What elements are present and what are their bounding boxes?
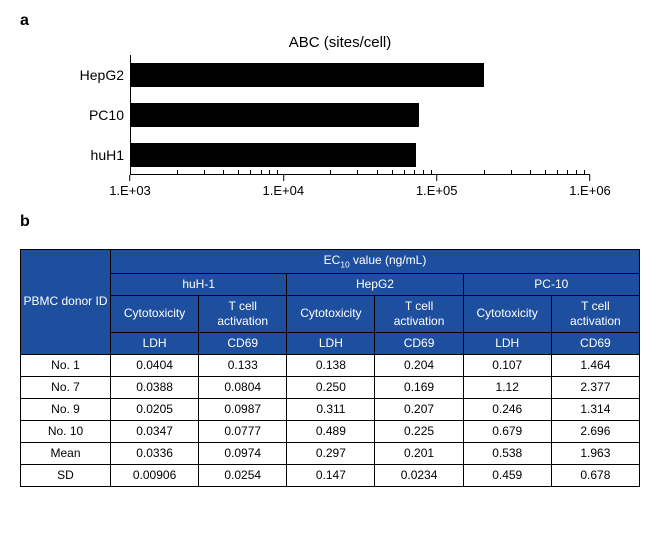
table-cell: 0.201 bbox=[375, 442, 463, 464]
table-cell: 0.246 bbox=[463, 398, 551, 420]
table-cell: 1.464 bbox=[551, 354, 639, 376]
table-row: No. 100.03470.07770.4890.2250.6792.696 bbox=[21, 420, 640, 442]
table-cell: 0.107 bbox=[463, 354, 551, 376]
table-row: Mean0.03360.09740.2970.2010.5381.963 bbox=[21, 442, 640, 464]
chart-plot-area bbox=[130, 55, 590, 175]
col-header-marker: CD69 bbox=[551, 332, 639, 354]
table-cell: 2.696 bbox=[551, 420, 639, 442]
table-cell: 0.207 bbox=[375, 398, 463, 420]
chart-y-label: huH1 bbox=[91, 147, 124, 163]
table-cell: 0.0205 bbox=[111, 398, 199, 420]
panel-a-label: a bbox=[20, 12, 648, 30]
table-cell: 0.147 bbox=[287, 464, 375, 486]
col-header-assay: T cellactivation bbox=[375, 295, 463, 332]
table-cell: 0.0974 bbox=[199, 442, 287, 464]
table-cell: 0.311 bbox=[287, 398, 375, 420]
row-header: Mean bbox=[21, 442, 111, 464]
col-header-marker: LDH bbox=[111, 332, 199, 354]
chart-bar bbox=[131, 63, 484, 87]
table-cell: 0.133 bbox=[199, 354, 287, 376]
table-cell: 0.459 bbox=[463, 464, 551, 486]
col-header-marker: CD69 bbox=[375, 332, 463, 354]
col-header-assay: T cellactivation bbox=[551, 295, 639, 332]
row-header: No. 9 bbox=[21, 398, 111, 420]
table-cell: 0.0336 bbox=[111, 442, 199, 464]
table-cell: 0.204 bbox=[375, 354, 463, 376]
table-cell: 0.679 bbox=[463, 420, 551, 442]
col-header-marker: LDH bbox=[287, 332, 375, 354]
col-header-marker: CD69 bbox=[199, 332, 287, 354]
table-cell: 0.0234 bbox=[375, 464, 463, 486]
table-cell: 0.0987 bbox=[199, 398, 287, 420]
row-header: No. 10 bbox=[21, 420, 111, 442]
table-cell: 0.0254 bbox=[199, 464, 287, 486]
table-cell: 1.963 bbox=[551, 442, 639, 464]
table-row: SD0.009060.02540.1470.02340.4590.678 bbox=[21, 464, 640, 486]
abc-chart: ABC (sites/cell) HepG2 PC10 huH1 1.E+03 1.E… bbox=[60, 34, 620, 203]
table-cell: 1.12 bbox=[463, 376, 551, 398]
table-row: No. 70.03880.08040.2500.1691.122.377 bbox=[21, 376, 640, 398]
table-cell: 0.0347 bbox=[111, 420, 199, 442]
col-header-marker: LDH bbox=[463, 332, 551, 354]
row-header: No. 7 bbox=[21, 376, 111, 398]
chart-x-tick: 1.E+03 bbox=[109, 175, 151, 198]
chart-title: ABC (sites/cell) bbox=[60, 34, 620, 51]
table-cell: 0.678 bbox=[551, 464, 639, 486]
chart-y-label: PC10 bbox=[89, 107, 124, 123]
table-cell: 0.297 bbox=[287, 442, 375, 464]
chart-y-label: HepG2 bbox=[80, 67, 124, 83]
ec10-table: PBMC donor IDEC10 value (ng/mL)huH-1HepG… bbox=[20, 249, 640, 487]
col-header-donor-id: PBMC donor ID bbox=[21, 250, 111, 355]
col-header-assay: Cytotoxicity bbox=[463, 295, 551, 332]
chart-y-labels: HepG2 PC10 huH1 bbox=[60, 55, 130, 175]
table-cell: 0.169 bbox=[375, 376, 463, 398]
col-header-assay: Cytotoxicity bbox=[287, 295, 375, 332]
table-cell: 0.250 bbox=[287, 376, 375, 398]
chart-bar bbox=[131, 143, 416, 167]
table-cell: 0.489 bbox=[287, 420, 375, 442]
table-row: No. 90.02050.09870.3110.2070.2461.314 bbox=[21, 398, 640, 420]
row-header: No. 1 bbox=[21, 354, 111, 376]
table-cell: 0.00906 bbox=[111, 464, 199, 486]
table-cell: 0.0404 bbox=[111, 354, 199, 376]
chart-x-tick: 1.E+05 bbox=[416, 175, 458, 198]
chart-x-tick: 1.E+04 bbox=[263, 175, 305, 198]
table-cell: 0.538 bbox=[463, 442, 551, 464]
col-header-ec10: EC10 value (ng/mL) bbox=[111, 250, 640, 274]
table-cell: 0.0804 bbox=[199, 376, 287, 398]
col-header-cell-line: PC-10 bbox=[463, 273, 639, 295]
table-row: No. 10.04040.1330.1380.2040.1071.464 bbox=[21, 354, 640, 376]
col-header-assay: Cytotoxicity bbox=[111, 295, 199, 332]
table-cell: 0.225 bbox=[375, 420, 463, 442]
chart-bar bbox=[131, 103, 419, 127]
chart-x-axis: 1.E+031.E+041.E+051.E+06 bbox=[130, 175, 590, 203]
table-cell: 2.377 bbox=[551, 376, 639, 398]
panel-b-label: b bbox=[20, 213, 648, 231]
col-header-cell-line: huH-1 bbox=[111, 273, 287, 295]
chart-x-tick: 1.E+06 bbox=[569, 175, 611, 198]
table-cell: 1.314 bbox=[551, 398, 639, 420]
col-header-cell-line: HepG2 bbox=[287, 273, 463, 295]
row-header: SD bbox=[21, 464, 111, 486]
col-header-assay: T cellactivation bbox=[199, 295, 287, 332]
table-cell: 0.138 bbox=[287, 354, 375, 376]
table-cell: 0.0388 bbox=[111, 376, 199, 398]
table-cell: 0.0777 bbox=[199, 420, 287, 442]
